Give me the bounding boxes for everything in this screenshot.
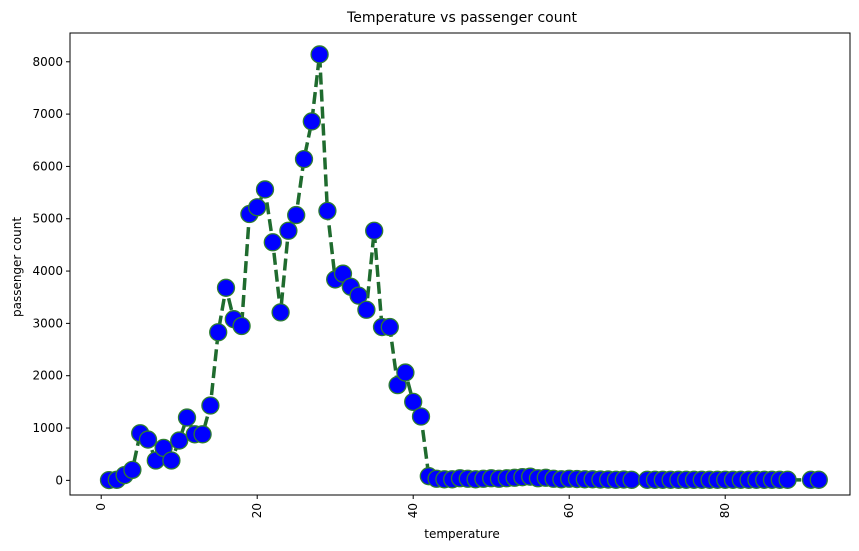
y-tick-label: 2000 [32,369,63,383]
data-point [255,180,275,199]
y-tick-label: 0 [55,473,63,487]
data-point [279,221,298,240]
data-point [294,149,314,169]
data-point [349,286,368,305]
data-point [123,460,142,480]
data-point [380,317,399,337]
data-point [216,278,236,297]
data-point [138,430,158,449]
chart-title: Temperature vs passenger count [346,10,577,26]
y-tick-label: 4000 [32,264,63,278]
y-tick-label: 7000 [32,107,63,121]
plot-frame [69,32,851,496]
data-point [193,425,212,444]
data-point [209,323,228,342]
data-point [622,470,641,489]
axes: 0 20 40 60 80 0 1000 2000 3000 4000 5000 6000 7000 80… [32,32,851,518]
x-tick-label: 20 [250,503,264,518]
data-point [404,392,423,412]
y-tick-label: 3000 [32,316,63,330]
plot-area [99,45,828,490]
x-tick-label: 60 [562,503,576,518]
data-point [411,407,431,426]
data-point [365,221,384,240]
data-point [177,408,197,427]
data-point [271,303,290,322]
data-point [809,470,828,489]
y-tick-label: 1000 [32,421,63,435]
data-point [357,300,376,319]
data-point [318,201,337,221]
y-tick-label: 5000 [32,212,63,226]
data-point [201,396,220,415]
y-tick-label: 6000 [32,159,63,173]
y-tick-label: 8000 [32,55,63,69]
data-point [778,470,797,489]
x-tick-label: 0 [94,503,108,511]
data-point [162,451,181,470]
x-tick-label: 80 [718,503,732,518]
data-point [232,316,251,336]
data-point [310,45,329,64]
data-point [396,363,415,382]
x-axis-label: temperature [424,527,499,541]
data-point [263,233,282,252]
y-axis-label: passenger count [10,217,24,317]
data-point [170,431,189,450]
data-point [248,198,267,217]
x-tick-label: 40 [406,503,420,518]
series-line [108,52,819,482]
data-point [287,205,306,225]
data-point [302,112,321,131]
